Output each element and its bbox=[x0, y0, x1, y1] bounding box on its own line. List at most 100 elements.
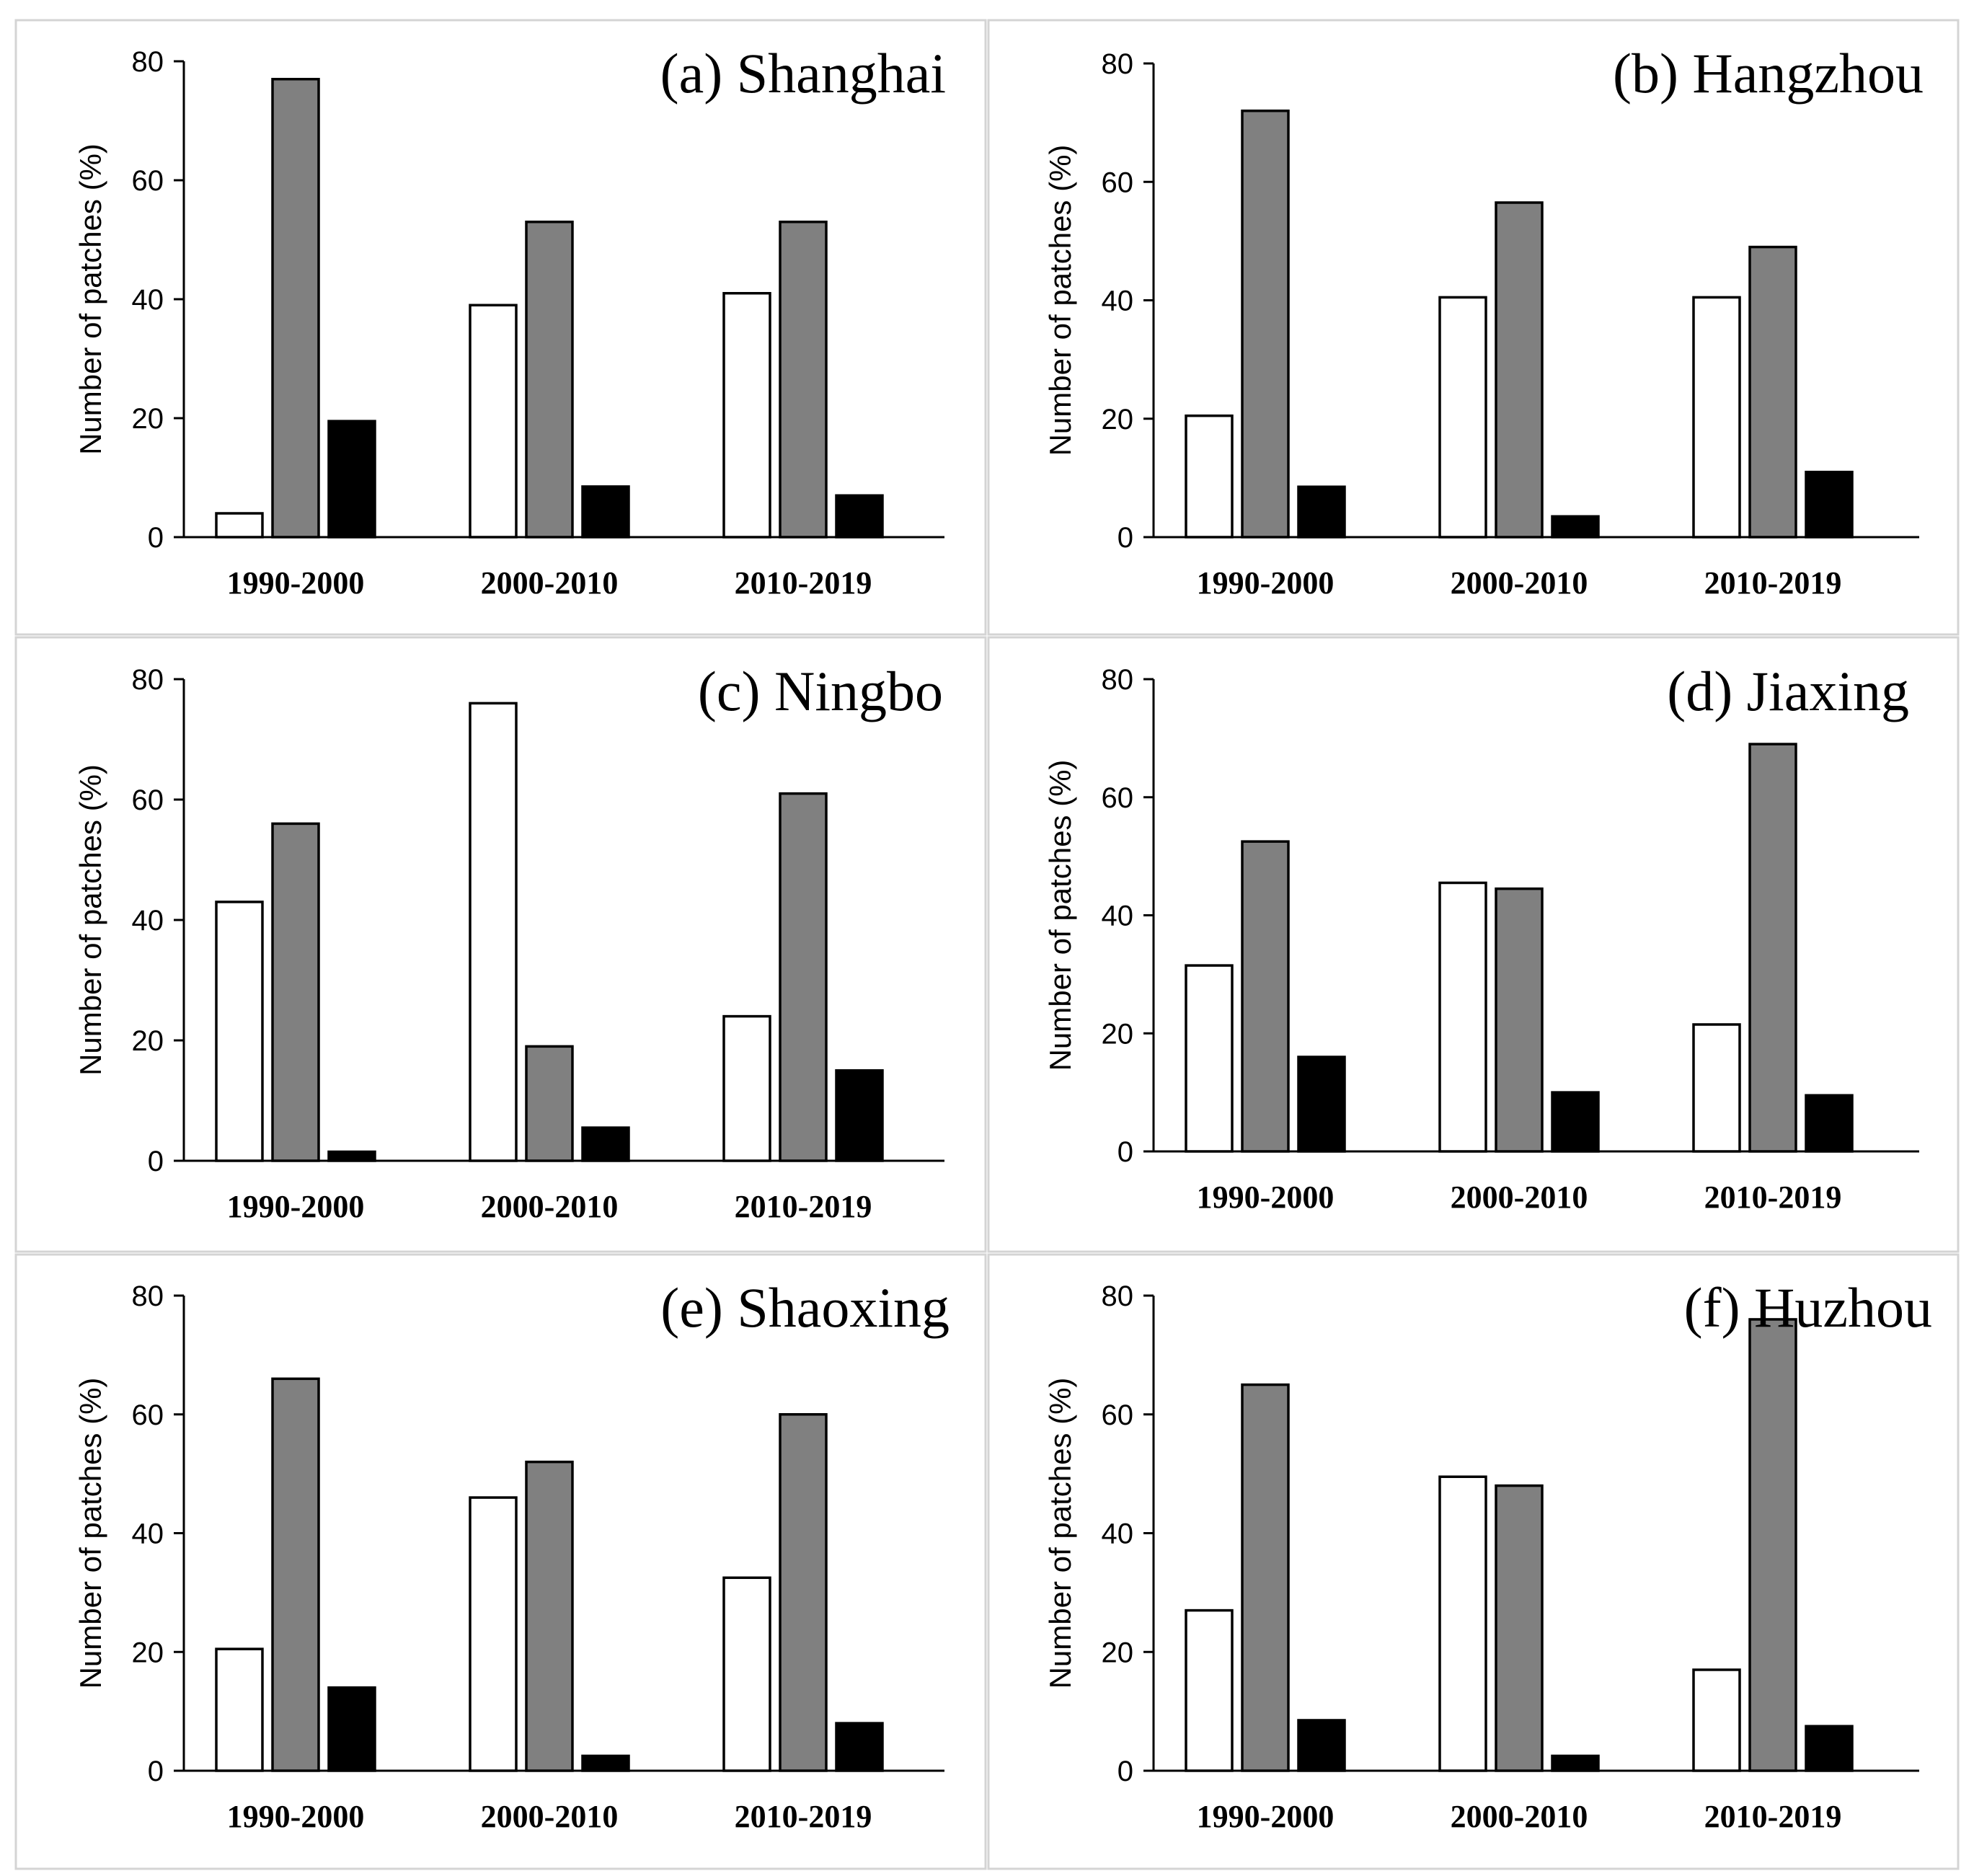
y-tick-label: 80 bbox=[1102, 48, 1134, 80]
panel-title: (b) Hangzhou bbox=[1613, 42, 1924, 105]
y-tick-label: 40 bbox=[132, 284, 164, 316]
bar-white-2000-2010 bbox=[469, 702, 518, 1162]
x-tick-label: 2010-2019 bbox=[1704, 1799, 1842, 1834]
y-tick-label: 60 bbox=[132, 784, 164, 816]
y-tick-label: 20 bbox=[1102, 1018, 1134, 1050]
y-tick-label: 80 bbox=[1102, 1280, 1134, 1312]
panel-title: (e) Shaoxing bbox=[660, 1276, 950, 1339]
x-tick-label: 1990-2000 bbox=[1197, 1180, 1335, 1215]
y-axis-label: Number of patches (%) bbox=[1043, 145, 1077, 456]
x-tick-label: 1990-2000 bbox=[1197, 1799, 1335, 1834]
x-tick-label: 1990-2000 bbox=[227, 1799, 365, 1834]
bar-gray-2000-2010 bbox=[1495, 1484, 1544, 1772]
bar-gray-1990-2000 bbox=[271, 822, 320, 1162]
panel-4: 0 20 40 60 80 Number of patches (%) 1990-2000 2… bbox=[987, 636, 1960, 1253]
bar-gray-2010-2019 bbox=[1748, 1318, 1797, 1772]
panel-3: 0 20 40 60 80 Number of patches (%) 1990-2000 2… bbox=[14, 636, 987, 1253]
bar-white-2000-2010 bbox=[1438, 881, 1487, 1153]
y-tick-label: 20 bbox=[132, 1637, 164, 1668]
y-axis-label: Number of patches (%) bbox=[1043, 1378, 1077, 1689]
panel-title: (a) Shanghai bbox=[660, 42, 946, 105]
panel-title: (d) Jiaxing bbox=[1667, 660, 1909, 722]
x-tick-label: 2000-2010 bbox=[1451, 1799, 1588, 1834]
bar-white-1990-2000 bbox=[215, 901, 264, 1162]
bar-gray-2000-2010 bbox=[525, 221, 574, 539]
y-tick-label: 40 bbox=[132, 905, 164, 937]
y-tick-label: 0 bbox=[148, 1146, 164, 1177]
bar-black-1990-2000 bbox=[1297, 1719, 1346, 1772]
y-axis-label: Number of patches (%) bbox=[74, 1378, 107, 1689]
panel-5: 0 20 40 60 80 Number of patches (%) 1990-2000 2… bbox=[14, 1253, 987, 1870]
bar-white-1990-2000 bbox=[1185, 414, 1234, 539]
y-tick-label: 60 bbox=[1102, 782, 1134, 814]
bar-white-2010-2019 bbox=[1692, 1023, 1741, 1153]
x-tick-label: 1990-2000 bbox=[227, 1189, 365, 1224]
bar-black-1990-2000 bbox=[1297, 1056, 1346, 1153]
bar-white-1990-2000 bbox=[215, 1647, 264, 1772]
y-tick-label: 0 bbox=[1117, 1756, 1133, 1787]
bar-gray-1990-2000 bbox=[271, 78, 320, 539]
bar-black-1990-2000 bbox=[327, 420, 376, 539]
bar-white-2010-2019 bbox=[1692, 1668, 1741, 1772]
bar-gray-1990-2000 bbox=[1241, 1383, 1290, 1772]
bar-black-1990-2000 bbox=[327, 1686, 376, 1772]
bar-black-2000-2010 bbox=[1551, 1091, 1600, 1153]
y-tick-label: 0 bbox=[148, 1756, 164, 1787]
bar-black-2000-2010 bbox=[1551, 515, 1600, 539]
x-tick-label: 2010-2019 bbox=[735, 1799, 872, 1834]
panel-title: (c) Ningbo bbox=[698, 660, 943, 722]
panel-2: 0 20 40 60 80 Number of patches (%) 1990-2000 2… bbox=[987, 19, 1960, 636]
x-tick-label: 2010-2019 bbox=[1704, 565, 1842, 601]
x-tick-label: 2010-2019 bbox=[735, 1189, 872, 1224]
y-tick-label: 20 bbox=[132, 403, 164, 435]
y-tick-label: 0 bbox=[148, 522, 164, 554]
x-tick-label: 2000-2010 bbox=[481, 1189, 619, 1224]
bar-gray-2010-2019 bbox=[779, 221, 828, 539]
y-tick-label: 80 bbox=[1102, 664, 1134, 696]
bar-gray-2010-2019 bbox=[779, 1413, 828, 1772]
y-tick-label: 80 bbox=[132, 46, 164, 78]
y-tick-label: 0 bbox=[1117, 522, 1133, 554]
y-tick-label: 60 bbox=[132, 1399, 164, 1431]
bar-white-2000-2010 bbox=[469, 304, 518, 539]
bar-gray-2010-2019 bbox=[779, 792, 828, 1162]
y-tick-label: 40 bbox=[1102, 901, 1134, 932]
bar-black-2000-2010 bbox=[1551, 1754, 1600, 1772]
bar-white-2010-2019 bbox=[722, 1576, 771, 1772]
bar-black-2000-2010 bbox=[581, 1754, 630, 1772]
y-tick-label: 20 bbox=[1102, 1637, 1134, 1668]
bar-black-2010-2019 bbox=[835, 1722, 884, 1772]
bar-white-2010-2019 bbox=[722, 1014, 771, 1162]
panel-1: 0 20 40 60 80 Number of patches (%) 1990-2000 2… bbox=[14, 19, 987, 636]
x-tick-label: 2000-2010 bbox=[1451, 1180, 1588, 1215]
bar-black-2010-2019 bbox=[1805, 1094, 1854, 1153]
x-tick-label: 2000-2010 bbox=[481, 565, 619, 601]
y-tick-label: 0 bbox=[1117, 1136, 1133, 1168]
bar-black-2010-2019 bbox=[1805, 1725, 1854, 1772]
bar-gray-2000-2010 bbox=[1495, 887, 1544, 1153]
bar-black-1990-2000 bbox=[327, 1150, 376, 1162]
bar-white-2000-2010 bbox=[1438, 296, 1487, 539]
x-tick-label: 2010-2019 bbox=[735, 565, 872, 601]
bar-white-2000-2010 bbox=[1438, 1475, 1487, 1772]
bar-gray-2010-2019 bbox=[1748, 743, 1797, 1153]
y-axis-label: Number of patches (%) bbox=[74, 764, 107, 1076]
y-tick-label: 60 bbox=[1102, 1399, 1134, 1431]
panel-title: (f) Huzhou bbox=[1684, 1276, 1932, 1339]
bar-white-1990-2000 bbox=[1185, 964, 1234, 1153]
bar-gray-2000-2010 bbox=[525, 1045, 574, 1162]
bar-white-1990-2000 bbox=[1185, 1609, 1234, 1772]
bar-black-2000-2010 bbox=[581, 1126, 630, 1162]
y-tick-label: 80 bbox=[132, 664, 164, 696]
bar-gray-1990-2000 bbox=[1241, 840, 1290, 1153]
y-tick-label: 40 bbox=[1102, 1518, 1134, 1550]
bar-black-2010-2019 bbox=[835, 494, 884, 539]
y-tick-label: 60 bbox=[132, 165, 164, 197]
y-tick-label: 60 bbox=[1102, 167, 1134, 198]
bar-gray-2010-2019 bbox=[1748, 245, 1797, 539]
bar-black-1990-2000 bbox=[1297, 485, 1346, 539]
x-tick-label: 1990-2000 bbox=[227, 565, 365, 601]
bar-gray-2000-2010 bbox=[525, 1460, 574, 1772]
bar-white-2010-2019 bbox=[1692, 296, 1741, 539]
panel-6: 0 20 40 60 80 Number of patches (%) 1990-2000 2… bbox=[987, 1253, 1960, 1870]
